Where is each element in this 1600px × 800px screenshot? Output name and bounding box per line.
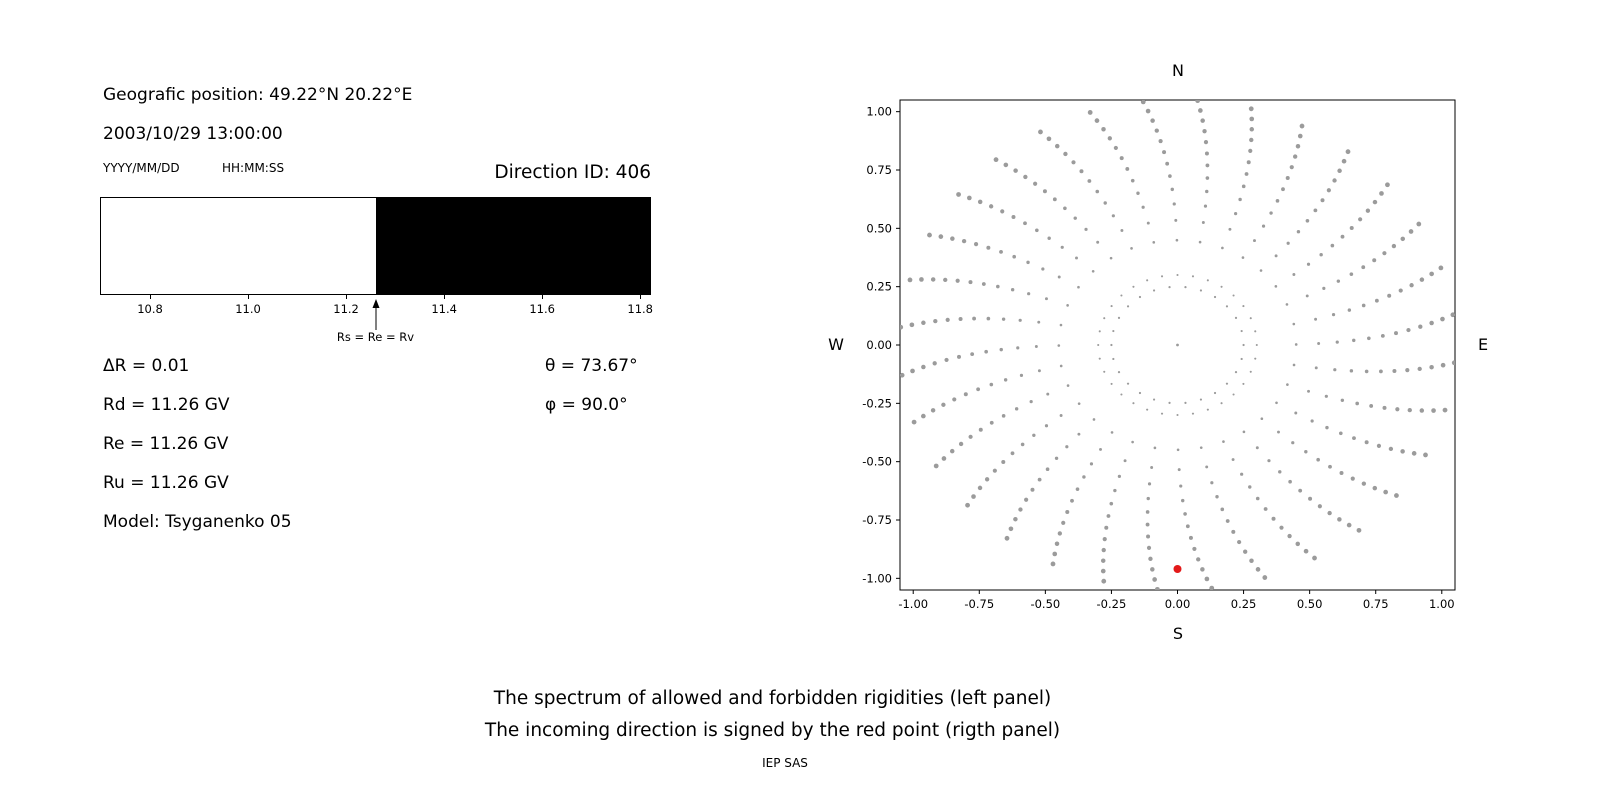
scatter-x-tick-label: -0.75	[964, 597, 994, 611]
incoming-direction-point	[1173, 565, 1182, 573]
spectrum-segment-allowed	[101, 198, 376, 294]
spectrum-x-tick-label: 11.2	[333, 302, 359, 316]
scatter-x-tick-label: -0.50	[1030, 597, 1060, 611]
scatter-x-tick-label: 0.00	[1165, 597, 1191, 611]
cutoff-arrow-label: Rs = Re = Rv	[336, 330, 415, 344]
spectrum-x-tick	[248, 295, 250, 299]
scatter-y-tick-label: -0.25	[862, 396, 892, 410]
cutoff-arrow-icon	[372, 299, 379, 330]
spectrum-x-tick-label: 11.6	[529, 302, 555, 316]
param-phi: φ = 90.0°	[545, 395, 628, 415]
datetime-label: 2003/10/29 13:00:00	[103, 124, 283, 144]
param-rd: Rd = 11.26 GV	[103, 395, 230, 415]
direction-id-label: Direction ID: 406	[494, 162, 651, 183]
scatter-y-tick-label: 0.75	[866, 163, 892, 177]
param-model: Model: Tsyganenko 05	[103, 512, 292, 532]
spectrum-x-tick-label: 10.8	[137, 302, 163, 316]
credit-label: IEP SAS	[762, 756, 808, 770]
param-ru: Ru = 11.26 GV	[103, 473, 229, 493]
asymptotic-direction-dots	[900, 100, 1455, 590]
compass-south-label: S	[1172, 624, 1184, 643]
spectrum-x-tick	[640, 295, 642, 299]
compass-north-label: N	[1172, 61, 1184, 80]
spectrum-x-tick	[542, 295, 544, 299]
scatter-x-tick-label: -1.00	[898, 597, 928, 611]
direction-scatter-plot: -1.00 -0.75 -0.50 -0.25 0.00 0.25 0.50 0.75 1.00…	[862, 99, 1456, 611]
spectrum-x-tick-label: 11.8	[627, 302, 653, 316]
scatter-y-tick-label: 0.25	[866, 280, 892, 294]
time-format-hint: HH:MM:SS	[222, 161, 285, 175]
geographic-position-label: Geografic position: 49.22°N 20.22°E	[103, 85, 413, 105]
caption-line-2: The incoming direction is signed by the …	[484, 720, 1061, 741]
scatter-y-tick-label: -0.75	[862, 513, 892, 527]
spectrum-axis: 10.8 11.0 11.2 11.4 11.6 11.8	[100, 295, 653, 323]
spectrum-x-tick-label: 11.4	[431, 302, 457, 316]
spectrum-x-tick	[150, 295, 152, 299]
spectrum-x-tick	[346, 295, 348, 299]
param-delta-r: ΔR = 0.01	[103, 356, 190, 376]
spectrum-segment-forbidden	[375, 198, 650, 294]
scatter-x-tick-label: 1.00	[1429, 597, 1455, 611]
compass-east-label: E	[1477, 335, 1489, 354]
scatter-x-tick-label: 0.75	[1363, 597, 1389, 611]
scatter-y-tick-label: -1.00	[862, 571, 892, 585]
scatter-y-tick-label: 1.00	[866, 105, 892, 119]
scatter-x-tick-label: -0.25	[1097, 597, 1127, 611]
date-format-hint: YYYY/MM/DD	[103, 161, 180, 175]
param-theta: θ = 73.67°	[545, 356, 638, 376]
spectrum-x-tick	[444, 295, 446, 299]
scatter-x-tick-label: 0.25	[1231, 597, 1257, 611]
compass-west-label: W	[828, 335, 844, 354]
spectrum-x-tick-label: 11.0	[235, 302, 261, 316]
param-re: Re = 11.26 GV	[103, 434, 229, 454]
caption-line-1: The spectrum of allowed and forbidden ri…	[493, 688, 1052, 709]
scatter-y-tick-label: -0.50	[862, 455, 892, 469]
scatter-y-tick-label: 0.50	[866, 221, 892, 235]
scatter-y-tick-label: 0.00	[866, 338, 892, 352]
scatter-x-tick-label: 0.50	[1297, 597, 1323, 611]
spectrum-bar	[100, 197, 651, 295]
